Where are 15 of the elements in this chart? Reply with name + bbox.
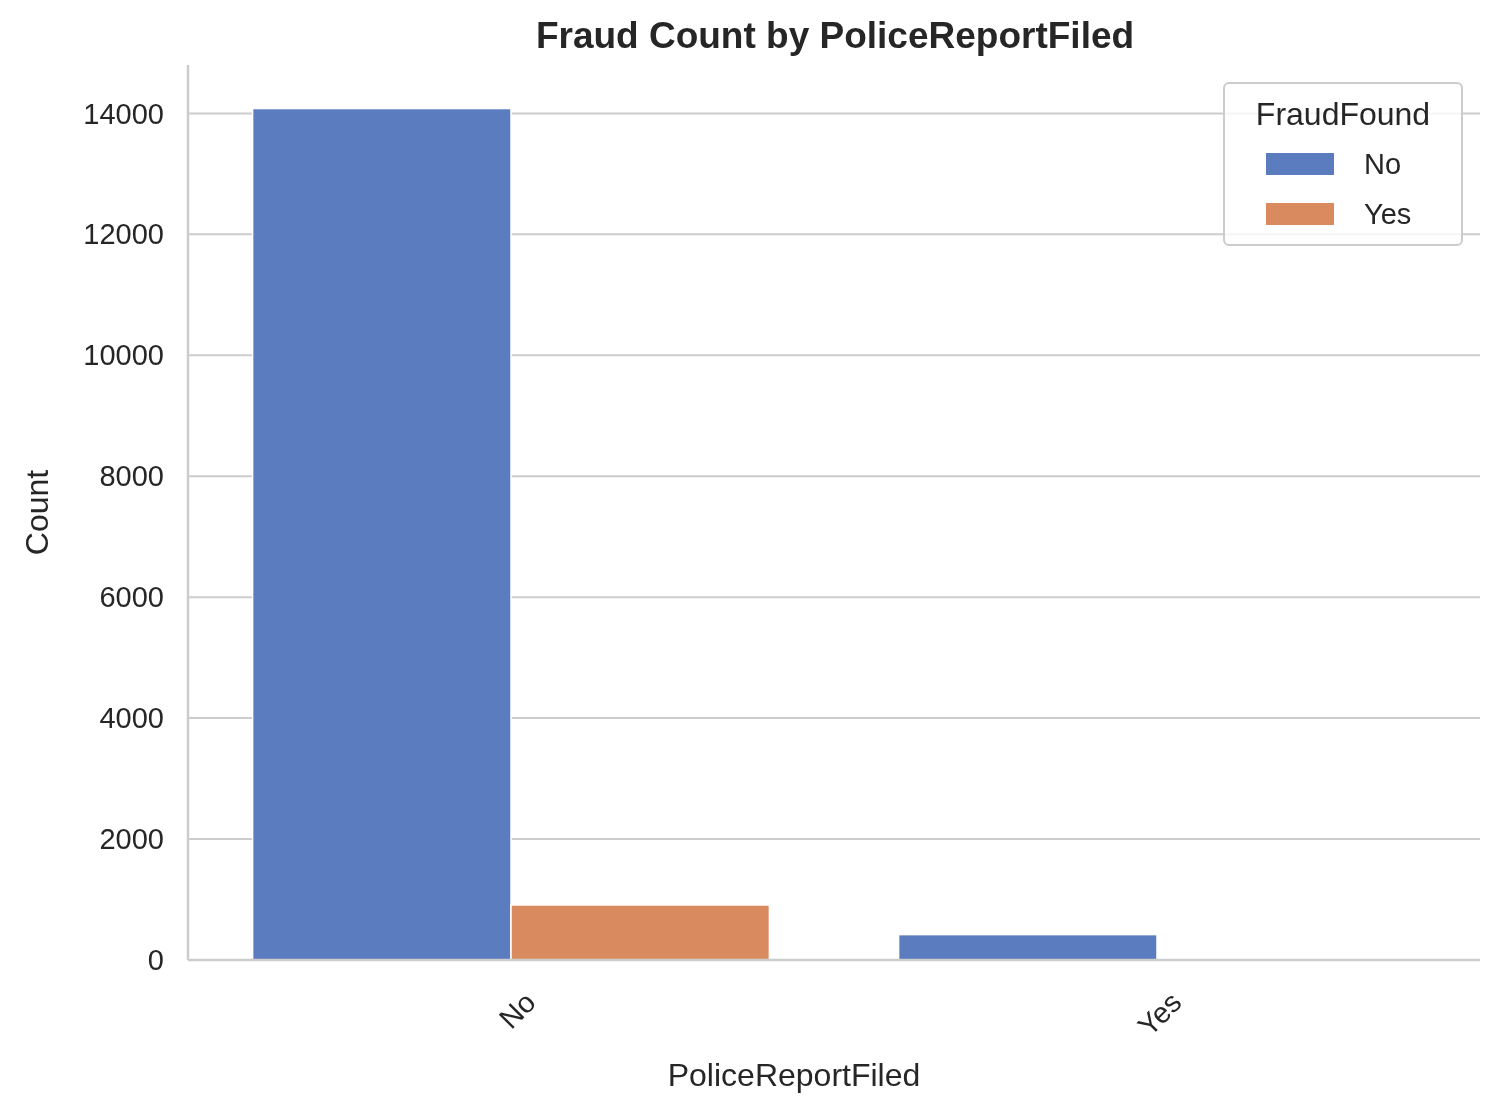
legend-label: No (1364, 148, 1402, 181)
y-tick-label: 14000 (83, 97, 164, 130)
y-tick-label: 10000 (83, 339, 164, 372)
y-tick-label: 6000 (99, 581, 164, 614)
y-tick-label: 4000 (99, 702, 164, 735)
legend-title: FraudFound (1255, 96, 1431, 132)
x-axis-title: PoliceReportFiled (667, 1057, 921, 1093)
y-tick-label: 12000 (83, 218, 164, 251)
y-tick-label: 8000 (99, 460, 164, 493)
y-tick-label: 0 (147, 944, 164, 977)
bar (897, 933, 1158, 961)
y-axis-title: Count (19, 469, 55, 556)
legend-label: Yes (1364, 198, 1412, 231)
y-tick-label: 2000 (99, 823, 164, 856)
chart-title: Fraud Count by PoliceReportFiled (535, 15, 1135, 56)
